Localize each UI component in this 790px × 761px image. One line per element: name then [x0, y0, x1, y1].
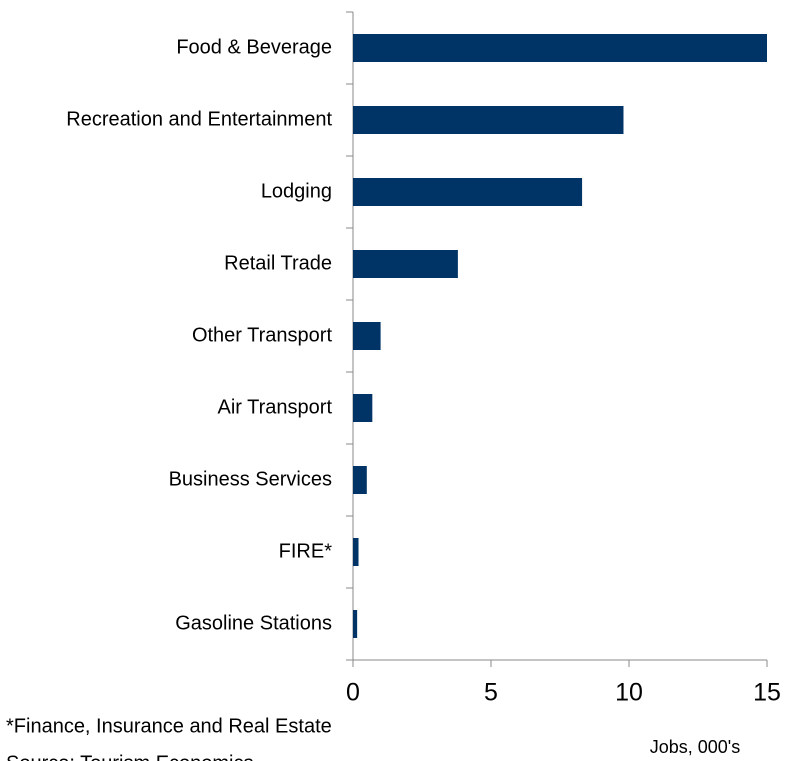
category-label: Air Transport — [218, 396, 333, 418]
category-label: Retail Trade — [224, 252, 332, 274]
x-tick-label: 15 — [753, 679, 781, 707]
x-axis-label: Jobs, 000's — [650, 737, 741, 757]
bar — [353, 34, 767, 62]
bar — [353, 466, 367, 494]
bar — [353, 250, 458, 278]
category-label: Business Services — [169, 468, 332, 490]
bar — [353, 178, 583, 206]
category-label: Gasoline Stations — [175, 612, 332, 634]
category-label: Recreation and Entertainment — [66, 108, 332, 130]
category-label: Food & Beverage — [176, 36, 332, 58]
bar — [353, 610, 358, 638]
category-label: FIRE* — [279, 540, 333, 562]
category-label: Lodging — [261, 180, 332, 202]
bar — [353, 538, 359, 566]
x-tick-label: 5 — [484, 679, 498, 707]
x-tick-label: 0 — [346, 679, 360, 707]
footnote: Source: Tourism Economics — [6, 752, 254, 761]
bar — [353, 394, 373, 422]
bar — [353, 106, 624, 134]
category-label: Other Transport — [192, 324, 333, 346]
x-tick-label: 10 — [615, 679, 643, 707]
footnote: *Finance, Insurance and Real Estate — [6, 715, 332, 737]
bar — [353, 322, 381, 350]
